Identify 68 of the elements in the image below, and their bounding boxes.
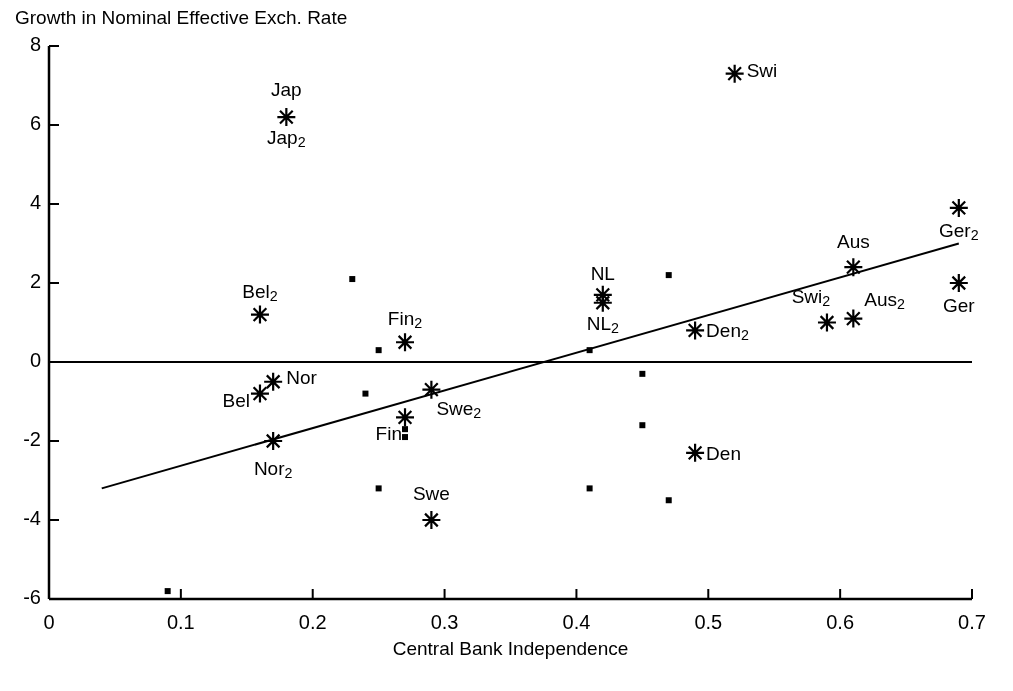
x-axis-title: Central Bank Independence [392, 638, 629, 659]
annotation: Bel$_{2}$ [242, 280, 278, 304]
y-tick-label: 6 [29, 112, 41, 135]
x-tick-label: 0.1 [166, 611, 195, 633]
annotation: NL [590, 262, 615, 284]
annotation: Ger$_{2}$ [939, 219, 979, 243]
x-tick-label: 0.5 [694, 611, 723, 633]
point [639, 370, 646, 377]
point [843, 257, 864, 278]
point [263, 371, 284, 392]
point [948, 197, 969, 219]
annotation: Nor$_{2}$ [253, 458, 293, 481]
annotation: Aus$_{2}$ [864, 288, 906, 312]
y-tick-label: 2 [29, 270, 41, 293]
y-tick-label: 0 [29, 349, 41, 372]
x-tick-label: 0.7 [958, 611, 986, 633]
annotation: Swe$_{2}$ [436, 397, 482, 421]
y-tick-label: -2 [23, 428, 41, 451]
point [586, 485, 593, 492]
y-tick-label: 8 [29, 33, 41, 56]
y-tick-label: -6 [23, 586, 41, 609]
point [816, 312, 838, 333]
point [685, 320, 706, 341]
point [249, 304, 271, 325]
annotation: Nor [286, 366, 318, 388]
annotation: NL$_{2}$ [586, 312, 619, 336]
point [843, 308, 864, 329]
annotation: Fin$_{2}$ [387, 308, 423, 332]
annotation: Swi [746, 59, 778, 81]
x-tick-label: 0.3 [430, 611, 459, 633]
x-tick-label: 0.4 [562, 611, 591, 633]
point [276, 107, 297, 128]
annotation: Fin [375, 423, 403, 445]
annotation: Swi$_{2}$ [791, 285, 831, 309]
point [948, 272, 969, 294]
point [394, 332, 416, 353]
point [665, 497, 672, 504]
point [665, 272, 672, 279]
annotation: Den [706, 442, 741, 464]
y-tick-label: 4 [29, 191, 41, 214]
point [375, 485, 382, 492]
x-tick-label: 0 [43, 611, 55, 633]
annotation: Jap$_{2}$ [267, 127, 306, 151]
point [349, 276, 356, 283]
point [402, 426, 409, 433]
point [639, 422, 646, 429]
point [394, 407, 416, 428]
x-tick-label: 0.6 [826, 611, 855, 633]
annotation: Den$_{2}$ [706, 320, 749, 344]
point [724, 63, 745, 84]
point [249, 383, 271, 404]
y-tick-label: -4 [23, 507, 41, 530]
x-tick-label: 0.2 [298, 611, 327, 633]
annotation: Swe [412, 483, 450, 505]
y-axis-title: Growth in Nominal Effective Exch. Rate [15, 7, 348, 28]
annotation: Ger [942, 295, 976, 317]
point [421, 509, 442, 531]
point [402, 434, 409, 441]
annotation: Jap [271, 79, 302, 101]
point [164, 588, 171, 595]
annotation: Aus [836, 231, 870, 253]
point [263, 430, 284, 452]
point [375, 347, 382, 354]
point [421, 379, 442, 400]
point [685, 442, 706, 463]
point [592, 284, 613, 305]
point [362, 390, 369, 397]
annotation: Bel [222, 389, 250, 411]
